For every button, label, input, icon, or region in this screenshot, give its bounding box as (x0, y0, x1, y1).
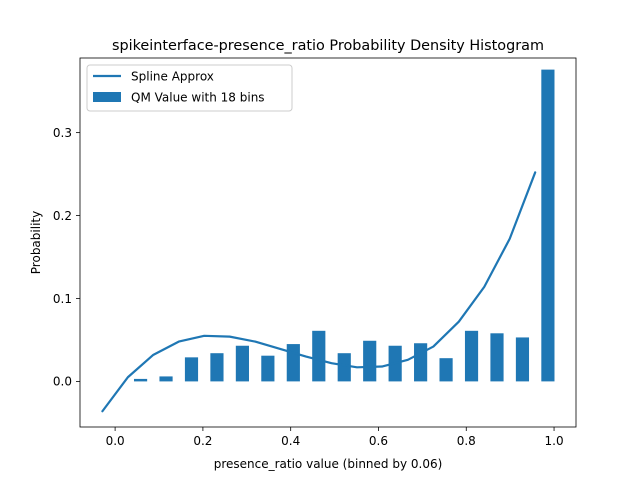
bar (235, 345, 249, 382)
bar (210, 353, 224, 382)
bar (515, 337, 530, 382)
y-tick-label: 0.1 (53, 292, 72, 306)
bar (490, 333, 504, 382)
legend-bar-swatch (93, 92, 121, 102)
y-tick-label: 0.3 (53, 126, 72, 140)
bar (261, 355, 275, 382)
legend-box (86, 64, 293, 112)
x-tick-label: 0.0 (106, 434, 125, 448)
spline-series (101, 171, 537, 413)
spline-line (101, 171, 537, 413)
x-tick-label: 0.6 (369, 434, 388, 448)
x-tick-label: 1.0 (545, 434, 564, 448)
bar (159, 376, 173, 382)
chart-title: spikeinterface-presence_ratio Probabilit… (112, 38, 544, 54)
bar (133, 378, 148, 382)
x-axis: 0.0 0.2 0.4 0.6 0.8 1.0 (106, 427, 564, 448)
plot-frame (79, 57, 577, 428)
y-tick-label: 0.0 (53, 375, 72, 389)
bar (312, 330, 326, 382)
y-tick-label: 0.2 (53, 209, 72, 223)
bar (184, 357, 199, 382)
x-tick-label: 0.4 (281, 434, 300, 448)
bar (541, 69, 555, 382)
y-axis: 0.0 0.1 0.2 0.3 (53, 126, 80, 389)
legend-label-bars: QM Value with 18 bins (131, 91, 265, 105)
bar-series (133, 69, 555, 382)
bar (464, 330, 479, 382)
bar (337, 353, 351, 382)
x-axis-label: presence_ratio value (binned by 0.06) (214, 457, 443, 471)
bar (363, 340, 377, 382)
bar (414, 343, 428, 382)
bar (286, 344, 300, 382)
x-tick-label: 0.2 (193, 434, 212, 448)
x-tick-label: 0.8 (457, 434, 476, 448)
y-axis-label: Probability (29, 211, 43, 274)
legend-label-spline: Spline Approx (131, 70, 214, 84)
bar (439, 358, 453, 382)
legend: Spline Approx QM Value with 18 bins (86, 64, 293, 112)
